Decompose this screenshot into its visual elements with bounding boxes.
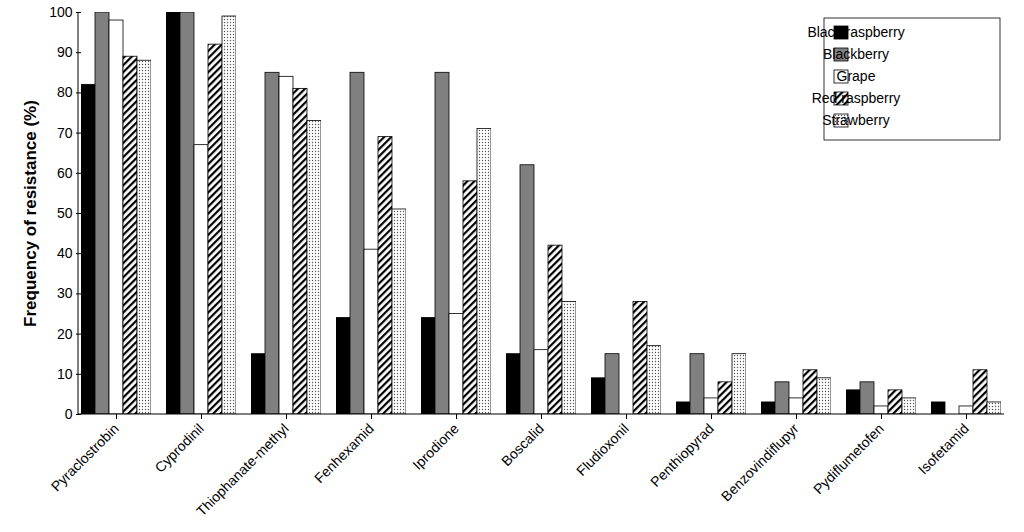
svg-text:Penthiopyrad: Penthiopyrad: [647, 420, 717, 490]
svg-text:80: 80: [57, 84, 73, 100]
svg-text:Strawberry: Strawberry: [822, 112, 890, 128]
svg-text:Cyprodinil: Cyprodinil: [151, 420, 206, 475]
svg-text:Fenhexamid: Fenhexamid: [311, 420, 377, 486]
svg-text:Pyraclostrobin: Pyraclostrobin: [48, 420, 122, 494]
svg-text:10: 10: [57, 366, 73, 382]
svg-text:30: 30: [57, 285, 73, 301]
svg-text:20: 20: [57, 326, 73, 342]
svg-text:Frequency of resistance (%): Frequency of resistance (%): [21, 100, 40, 327]
svg-text:Fludioxonil: Fludioxonil: [573, 420, 632, 479]
svg-text:Red raspberry: Red raspberry: [812, 90, 901, 106]
svg-text:70: 70: [57, 125, 73, 141]
svg-text:Thiophanate-methyl: Thiophanate-methyl: [193, 420, 292, 519]
svg-text:60: 60: [57, 165, 73, 181]
svg-text:Boscalid: Boscalid: [498, 420, 547, 469]
svg-text:Isofetamid: Isofetamid: [915, 420, 972, 477]
svg-text:50: 50: [57, 205, 73, 221]
svg-text:40: 40: [57, 245, 73, 261]
svg-text:0: 0: [65, 406, 73, 422]
svg-text:Iprodione: Iprodione: [409, 420, 462, 473]
svg-text:Black raspberry: Black raspberry: [807, 24, 904, 40]
svg-text:Benzovindiflupyr: Benzovindiflupyr: [718, 420, 802, 504]
svg-text:Grape: Grape: [837, 68, 876, 84]
svg-text:100: 100: [49, 4, 73, 20]
svg-text:Blackberry: Blackberry: [823, 46, 889, 62]
svg-text:Pydiflumetofen: Pydiflumetofen: [810, 420, 887, 497]
svg-text:90: 90: [57, 44, 73, 60]
